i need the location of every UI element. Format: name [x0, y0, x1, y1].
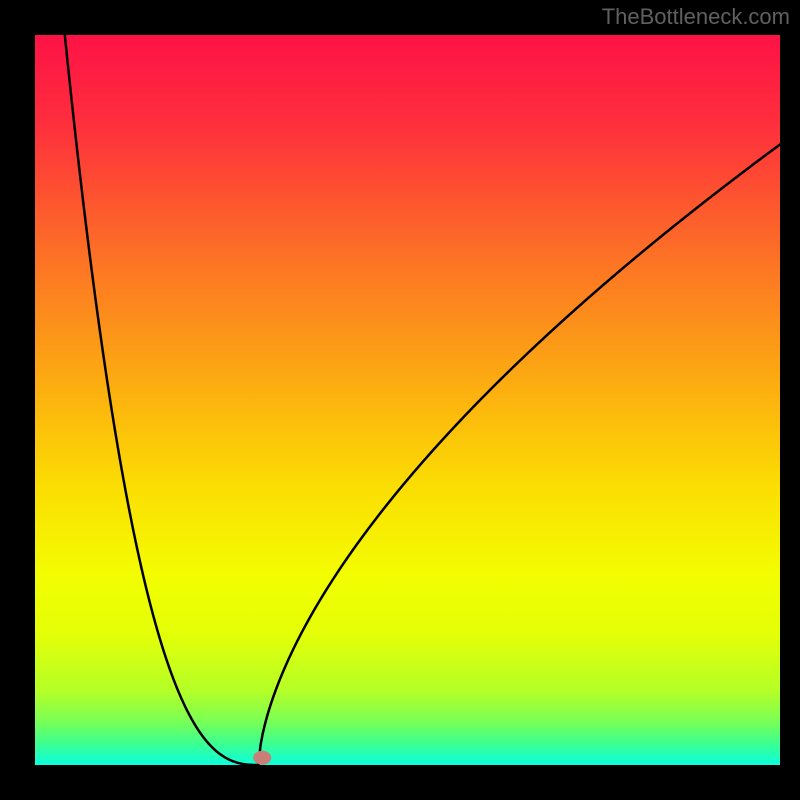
bottleneck-chart — [0, 0, 800, 800]
optimum-marker — [253, 751, 271, 765]
plot-area — [35, 35, 780, 765]
watermark-text: TheBottleneck.com — [602, 4, 790, 30]
